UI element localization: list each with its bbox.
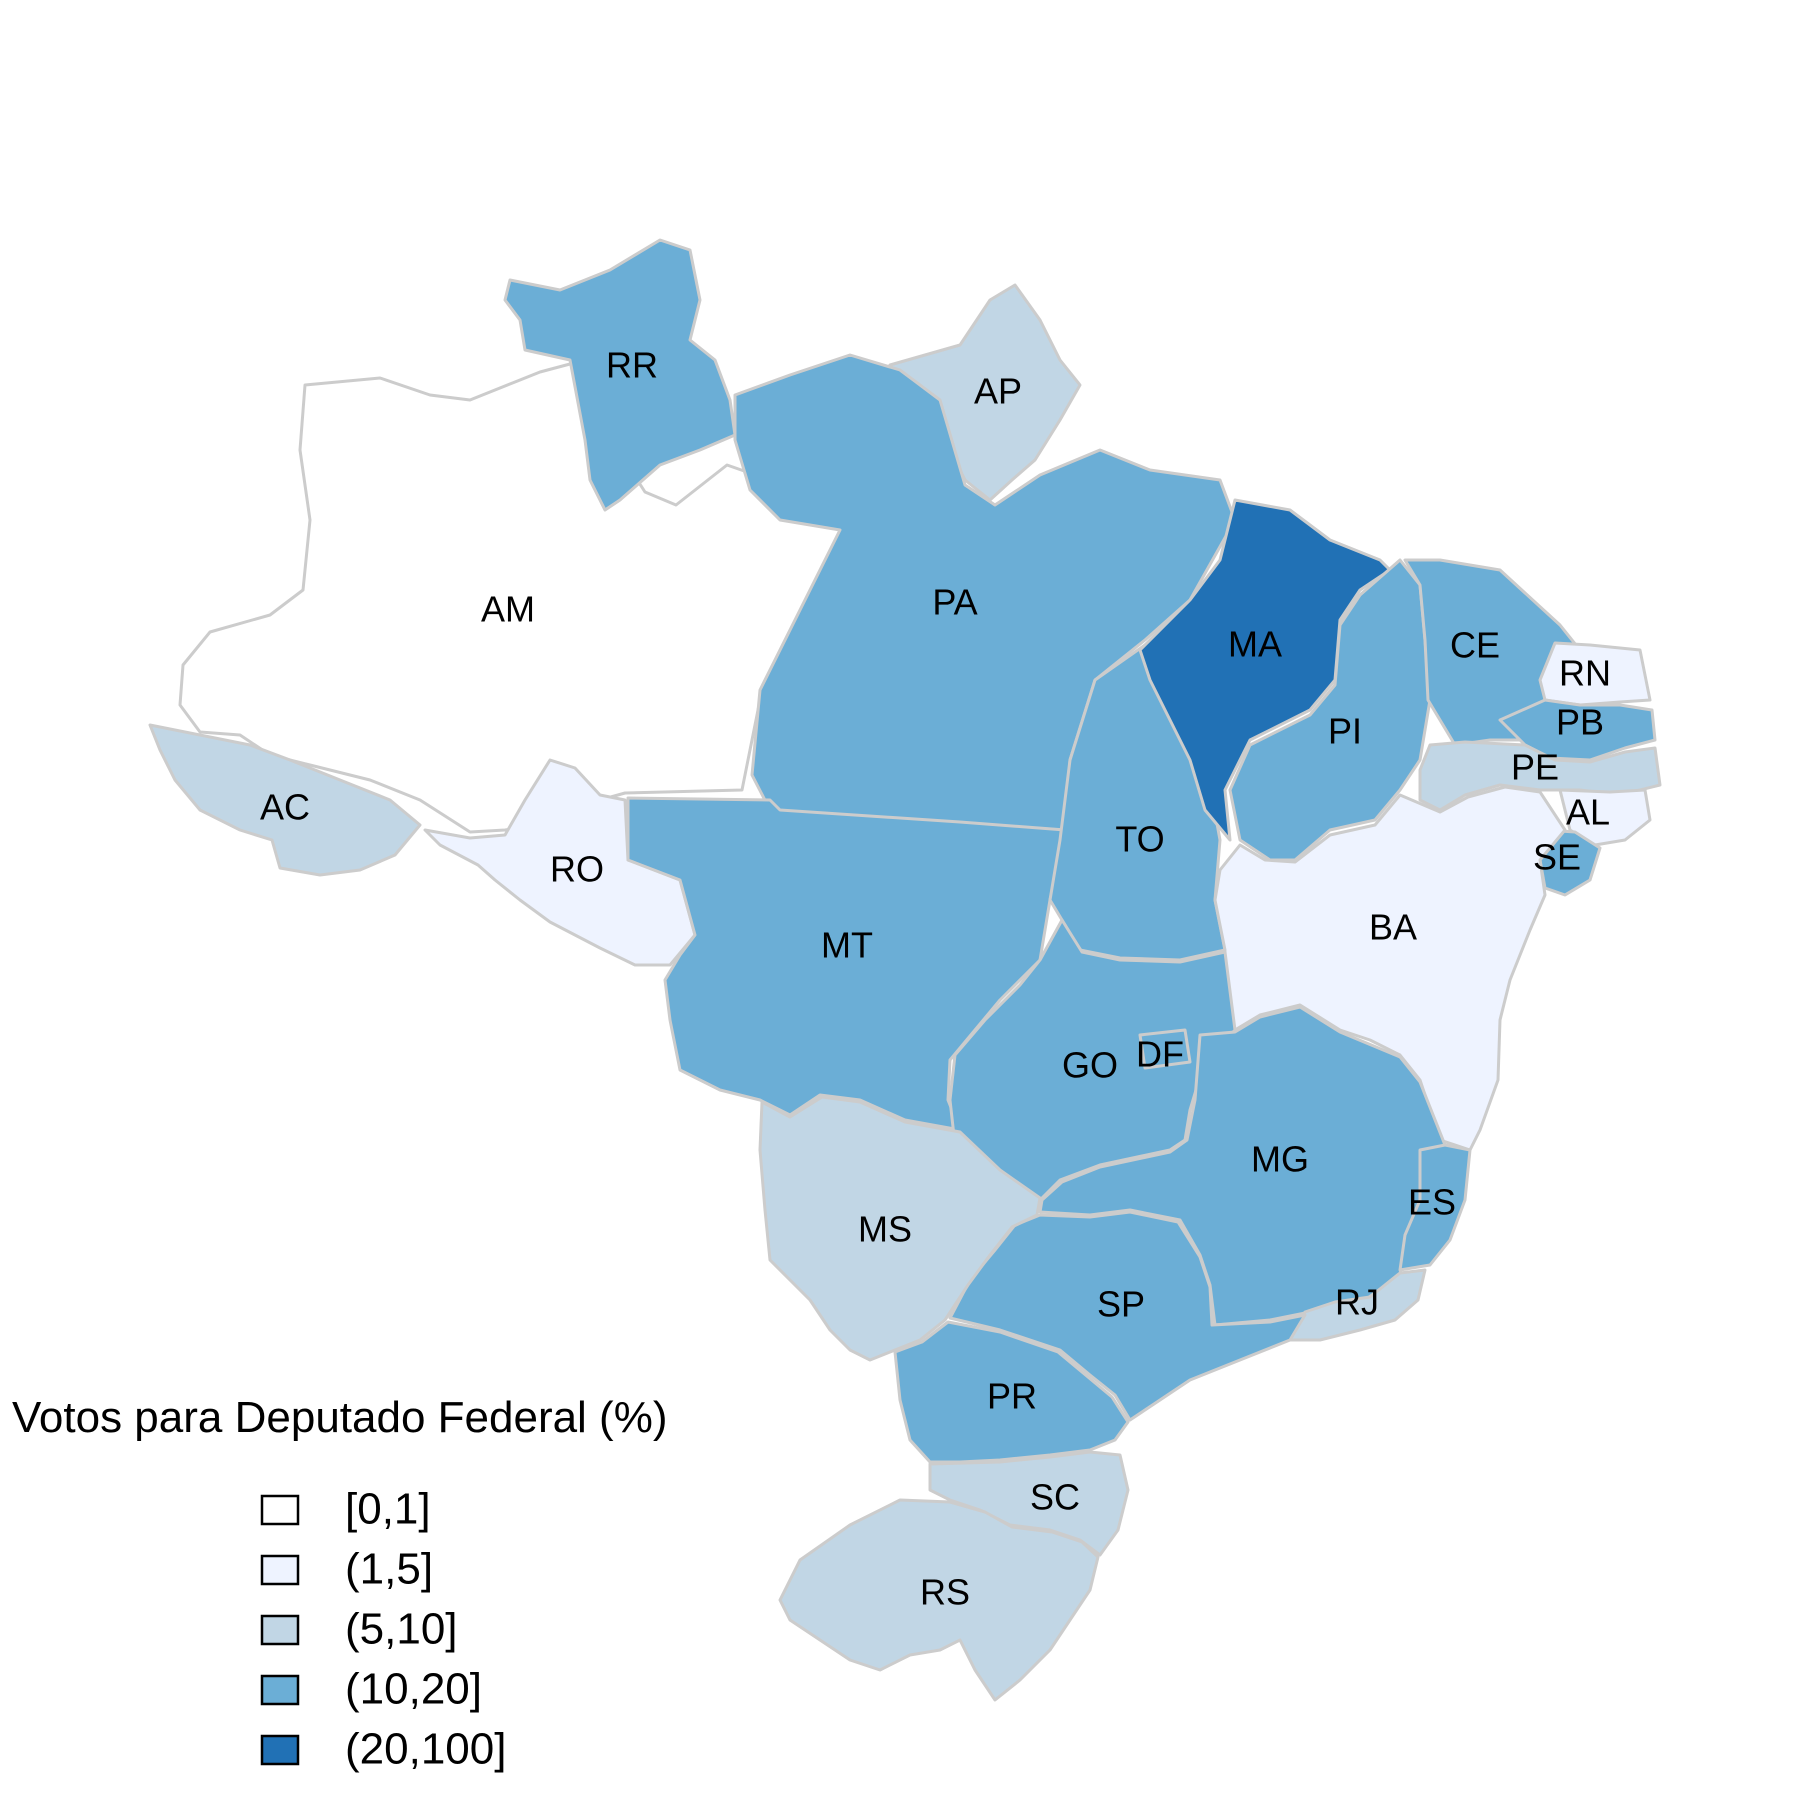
state-es bbox=[1398, 1143, 1472, 1272]
state-label-es: ES bbox=[1408, 1182, 1456, 1223]
legend: Votos para Deputado Federal (%) [0,1] (1,… bbox=[12, 1393, 668, 1774]
legend-swatch-3 bbox=[260, 1674, 300, 1706]
state-mg bbox=[1038, 1005, 1447, 1327]
state-ac bbox=[148, 723, 422, 877]
state-label-ac: AC bbox=[260, 787, 310, 828]
state-label-am: AM bbox=[481, 589, 535, 630]
state-label-pr: PR bbox=[987, 1376, 1037, 1417]
legend-label-1: (1,5] bbox=[345, 1545, 433, 1594]
state-label-pe: PE bbox=[1511, 747, 1559, 788]
legend-label-0: [0,1] bbox=[345, 1485, 431, 1534]
state-sp bbox=[948, 1210, 1307, 1422]
state-label-mt: MT bbox=[821, 925, 873, 966]
legend-swatch-4 bbox=[260, 1734, 300, 1766]
state-label-ap: AP bbox=[974, 371, 1022, 412]
legend-swatch-2 bbox=[260, 1614, 300, 1646]
state-label-ma: MA bbox=[1228, 624, 1282, 665]
states-layer bbox=[148, 238, 1662, 1702]
state-label-sc: SC bbox=[1030, 1477, 1080, 1518]
state-rj bbox=[1288, 1268, 1427, 1342]
state-label-ba: BA bbox=[1369, 907, 1417, 948]
legend-label-4: (20,100] bbox=[345, 1725, 506, 1774]
state-label-pb: PB bbox=[1556, 702, 1604, 743]
state-label-rs: RS bbox=[920, 1572, 970, 1613]
state-label-ms: MS bbox=[858, 1209, 912, 1250]
state-df bbox=[1138, 1028, 1192, 1070]
state-label-rn: RN bbox=[1559, 653, 1611, 694]
state-label-rr: RR bbox=[606, 345, 658, 386]
state-label-to: TO bbox=[1115, 819, 1164, 860]
state-ms bbox=[758, 1095, 1042, 1362]
state-label-ce: CE bbox=[1450, 625, 1500, 666]
state-label-pi: PI bbox=[1328, 711, 1362, 752]
state-go bbox=[948, 918, 1237, 1202]
state-rn bbox=[1538, 641, 1652, 707]
state-rs bbox=[778, 1498, 1100, 1702]
state-pr bbox=[893, 1320, 1130, 1464]
state-label-mg: MG bbox=[1251, 1139, 1309, 1180]
state-label-sp: SP bbox=[1097, 1284, 1145, 1325]
state-rr bbox=[503, 238, 737, 512]
state-ba bbox=[1213, 785, 1567, 1152]
state-pa bbox=[733, 353, 1237, 832]
legend-swatch-0 bbox=[260, 1494, 300, 1526]
legend-items: [0,1] (1,5] (5,10] (10,20] (20,100] bbox=[260, 1485, 506, 1774]
state-ma bbox=[1138, 498, 1392, 842]
state-label-se: SE bbox=[1533, 837, 1581, 878]
state-label-pa: PA bbox=[932, 582, 977, 623]
state-label-al: AL bbox=[1566, 792, 1610, 833]
state-label-go: GO bbox=[1062, 1045, 1118, 1086]
legend-title: Votos para Deputado Federal (%) bbox=[12, 1393, 668, 1442]
legend-swatch-1 bbox=[260, 1554, 300, 1586]
state-label-rj: RJ bbox=[1335, 1282, 1379, 1323]
legend-label-3: (10,20] bbox=[345, 1665, 482, 1714]
state-label-df: DF bbox=[1136, 1034, 1184, 1075]
legend-label-2: (5,10] bbox=[345, 1605, 458, 1654]
state-label-ro: RO bbox=[550, 849, 604, 890]
